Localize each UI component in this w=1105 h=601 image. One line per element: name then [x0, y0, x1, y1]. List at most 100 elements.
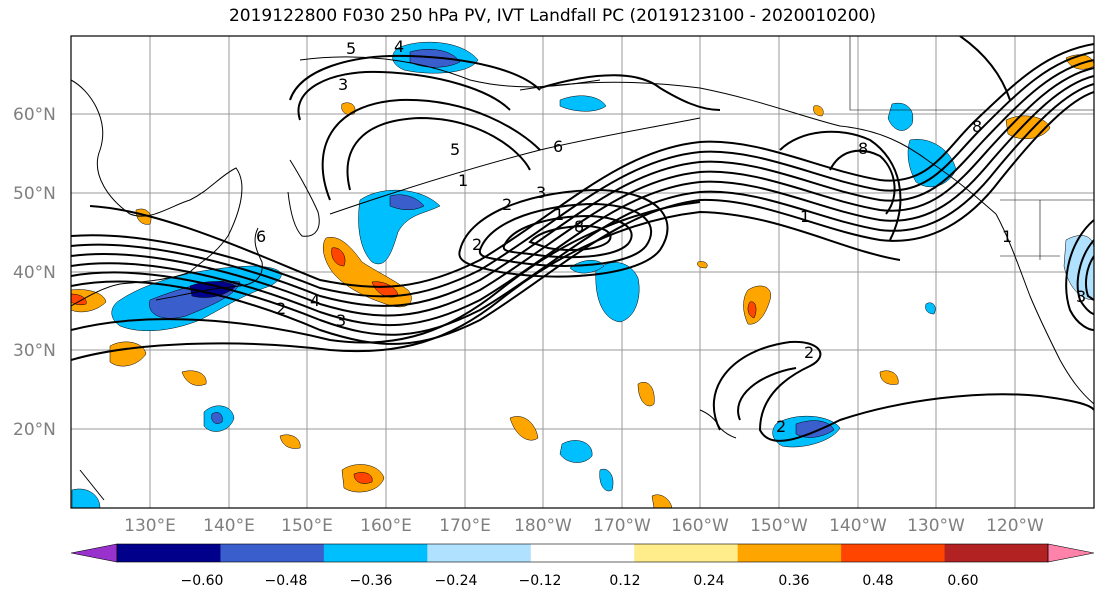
pv-negative-patch	[595, 262, 640, 323]
contour-labels: 5 4 3 5 6 1 2 3 1 2 8 6 2 4 3 1 8 8 2 2 …	[256, 37, 1086, 436]
lat-label: 60°N	[13, 105, 56, 125]
pv-positive-patch	[651, 494, 673, 508]
contour-label: 4	[394, 37, 404, 56]
contour-label: 8	[574, 217, 584, 236]
contour-label: 3	[338, 75, 348, 94]
trough-contour	[346, 116, 531, 191]
colorbar-outline	[116, 543, 1049, 563]
trough-contour	[539, 74, 721, 111]
contour-label: 8	[858, 139, 868, 158]
colorbar-tick: 0.48	[862, 573, 893, 589]
trough-contour	[297, 70, 511, 121]
lon-label: 130°W	[907, 516, 965, 536]
trough-contour	[321, 98, 541, 201]
colorbar-tick: 0.60	[947, 573, 978, 589]
latitude-labels: 60°N 50°N 40°N 30°N 20°N	[13, 105, 56, 440]
colorbar-segment	[323, 544, 428, 562]
lon-label: 140°W	[829, 516, 887, 536]
colorbar-segment	[841, 544, 946, 562]
colorbar-tick: −0.36	[350, 573, 393, 589]
colorbar-ticks: −0.60 −0.48 −0.36 −0.24 −0.12 0.12 0.24 …	[181, 573, 979, 589]
pv-positive-patch	[879, 370, 899, 385]
ridge-contour	[737, 367, 797, 421]
lon-label: 160°W	[671, 516, 729, 536]
contour-label: 8	[972, 117, 982, 136]
contour-label: 2	[276, 299, 286, 318]
lon-label: 130°E	[124, 516, 176, 536]
colorbar-segment	[427, 544, 532, 562]
colorbar-segment	[117, 544, 221, 562]
pv-positive-patch	[341, 102, 356, 115]
colorbar-tick: −0.48	[265, 573, 308, 589]
lon-label: 140°E	[203, 516, 255, 536]
ivt-contours	[71, 36, 1094, 442]
jet-contour	[71, 75, 1094, 327]
pv-negative-patch	[389, 194, 425, 210]
contour-label: 1	[1002, 227, 1012, 246]
pv-positive-patch	[181, 370, 207, 386]
colorbar: −0.60 −0.48 −0.36 −0.24 −0.12 0.12 0.24 …	[70, 543, 1095, 589]
page-title: 2019122800 F030 250 hPa PV, IVT Landfall…	[228, 6, 876, 26]
coastline-arctic	[299, 56, 601, 88]
contour-label: 2	[502, 195, 512, 214]
colorbar-tick: 0.12	[609, 573, 640, 589]
trough-contour	[289, 54, 541, 101]
colorbar-tick: −0.60	[181, 573, 224, 589]
east-vortex-contour	[1085, 255, 1094, 301]
jet-contour	[71, 210, 901, 361]
contour-label: 5	[450, 140, 460, 159]
colorbar-segment	[634, 544, 739, 562]
pv-negative-patch	[559, 95, 607, 112]
map-border	[70, 35, 1095, 509]
trough-contour	[829, 149, 896, 215]
contour-label: 2	[472, 235, 482, 254]
colorbar-tick: 0.24	[693, 573, 724, 589]
trough-contour	[959, 36, 1011, 101]
lon-label: 170°E	[439, 516, 491, 536]
lon-label: 170°W	[593, 516, 651, 536]
contour-label: 3	[536, 183, 546, 202]
vortex-contour	[478, 202, 652, 267]
colorbar-segments	[70, 543, 1095, 563]
contour-label: 5	[346, 39, 356, 58]
jet-contour	[89, 43, 1094, 288]
lon-label: 160°E	[360, 516, 412, 536]
colorbar-segment	[530, 544, 635, 562]
colorbar-extend-high	[1047, 543, 1095, 563]
trough-contour	[779, 130, 902, 241]
lon-label: 150°W	[750, 516, 808, 536]
colorbar-tick: −0.24	[435, 573, 478, 589]
pv-negative-patch	[71, 488, 101, 508]
pv-negative-patch	[358, 190, 441, 265]
colorbar-extend-low	[70, 543, 118, 563]
jet-contour	[71, 59, 1094, 307]
coastline-alaska	[519, 81, 997, 215]
coastline-kamchatka	[287, 159, 320, 237]
vortex-contour	[502, 214, 633, 259]
lat-label: 50°N	[13, 184, 56, 204]
jet-contour	[71, 201, 701, 344]
contour-label: 6	[553, 137, 563, 156]
longitude-labels: 130°E 140°E 150°E 160°E 170°E 180°W 170°…	[124, 516, 1044, 536]
pv-positive-patch	[509, 416, 539, 441]
colorbar-segment	[737, 544, 842, 562]
pv-negative-patch	[925, 302, 936, 315]
lon-label: 150°E	[281, 516, 333, 536]
pv-positive-patch	[697, 261, 708, 269]
lat-label: 30°N	[13, 341, 56, 361]
contour-label: 1	[554, 205, 564, 224]
pv-negative-patch	[559, 440, 593, 463]
lat-label: 20°N	[13, 420, 56, 440]
coastline-east-asia	[71, 79, 243, 307]
pv-positive-patch	[71, 293, 87, 306]
contour-label: 6	[256, 227, 266, 246]
east-vortex-contour	[1065, 219, 1094, 331]
ridge-contour	[712, 340, 1094, 442]
contour-label: 1	[800, 207, 810, 226]
pv-positive-patch	[353, 472, 373, 484]
coastline-philippines	[79, 469, 105, 501]
lon-label: 120°W	[986, 516, 1044, 536]
colorbar-tick: 0.36	[778, 573, 809, 589]
contour-label: 4	[310, 291, 320, 310]
vortex-contour	[528, 224, 612, 251]
